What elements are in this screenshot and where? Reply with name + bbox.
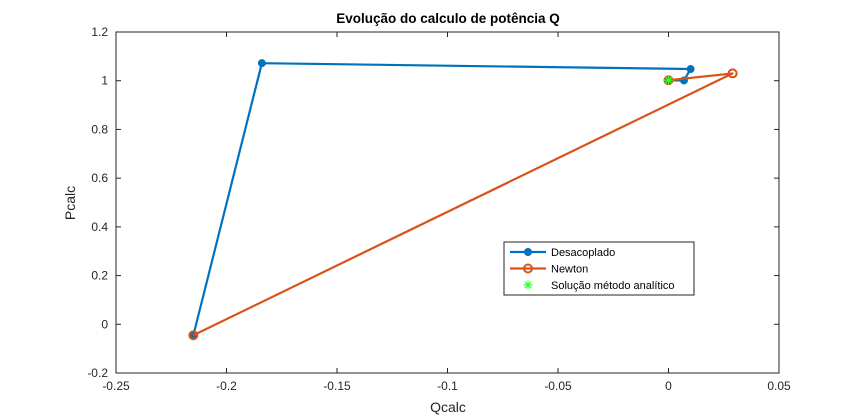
data-point bbox=[188, 330, 199, 341]
chart-title: Evolução do calculo de potência Q bbox=[336, 11, 560, 26]
asterisk-stroke bbox=[524, 281, 532, 289]
data-point bbox=[257, 59, 266, 68]
legend-entry: Solução método analítico bbox=[523, 280, 675, 292]
y-tick-label: 0.6 bbox=[91, 171, 108, 185]
y-tick-label: 0.8 bbox=[91, 122, 108, 136]
legend-label: Desacoplado bbox=[551, 247, 615, 259]
data-point bbox=[727, 68, 738, 79]
x-tick-label: 0 bbox=[665, 379, 672, 393]
y-tick-label: 1.2 bbox=[91, 25, 108, 39]
legend-label: Solução método analítico bbox=[551, 280, 675, 292]
x-tick-label: -0.25 bbox=[102, 379, 130, 393]
legend: Desacoplado Newton Solução método analític… bbox=[503, 241, 695, 296]
legend-entry: Newton bbox=[510, 263, 588, 276]
legend-swatch-marker bbox=[523, 280, 533, 290]
plot-area bbox=[115, 31, 780, 374]
data-point bbox=[664, 75, 673, 85]
x-tick-label: 0.05 bbox=[767, 379, 791, 393]
x-tick-label: -0.1 bbox=[437, 379, 458, 393]
y-tick-label: 0 bbox=[101, 317, 108, 331]
legend-swatch-marker bbox=[523, 263, 533, 274]
series-solu-o-m-todo-anal-tico bbox=[664, 75, 673, 85]
legend-label: Newton bbox=[551, 264, 588, 276]
legend-swatch-marker bbox=[524, 248, 532, 256]
asterisk-stroke bbox=[664, 76, 673, 84]
y-tick-label: -0.2 bbox=[87, 366, 108, 380]
legend-entry: Desacoplado bbox=[510, 247, 615, 259]
x-tick-label: -0.05 bbox=[544, 379, 572, 393]
x-tick-label: -0.2 bbox=[216, 379, 237, 393]
y-tick-label: 0.4 bbox=[91, 220, 108, 234]
x-tick-label: -0.15 bbox=[323, 379, 351, 393]
data-point bbox=[686, 65, 695, 74]
y-tick-label: 0.2 bbox=[91, 269, 108, 283]
y-axis-label: Pcalc bbox=[62, 186, 78, 220]
y-tick-label: 1 bbox=[101, 74, 108, 88]
series-line bbox=[192, 72, 734, 337]
x-axis-label: Qcalc bbox=[430, 399, 466, 415]
